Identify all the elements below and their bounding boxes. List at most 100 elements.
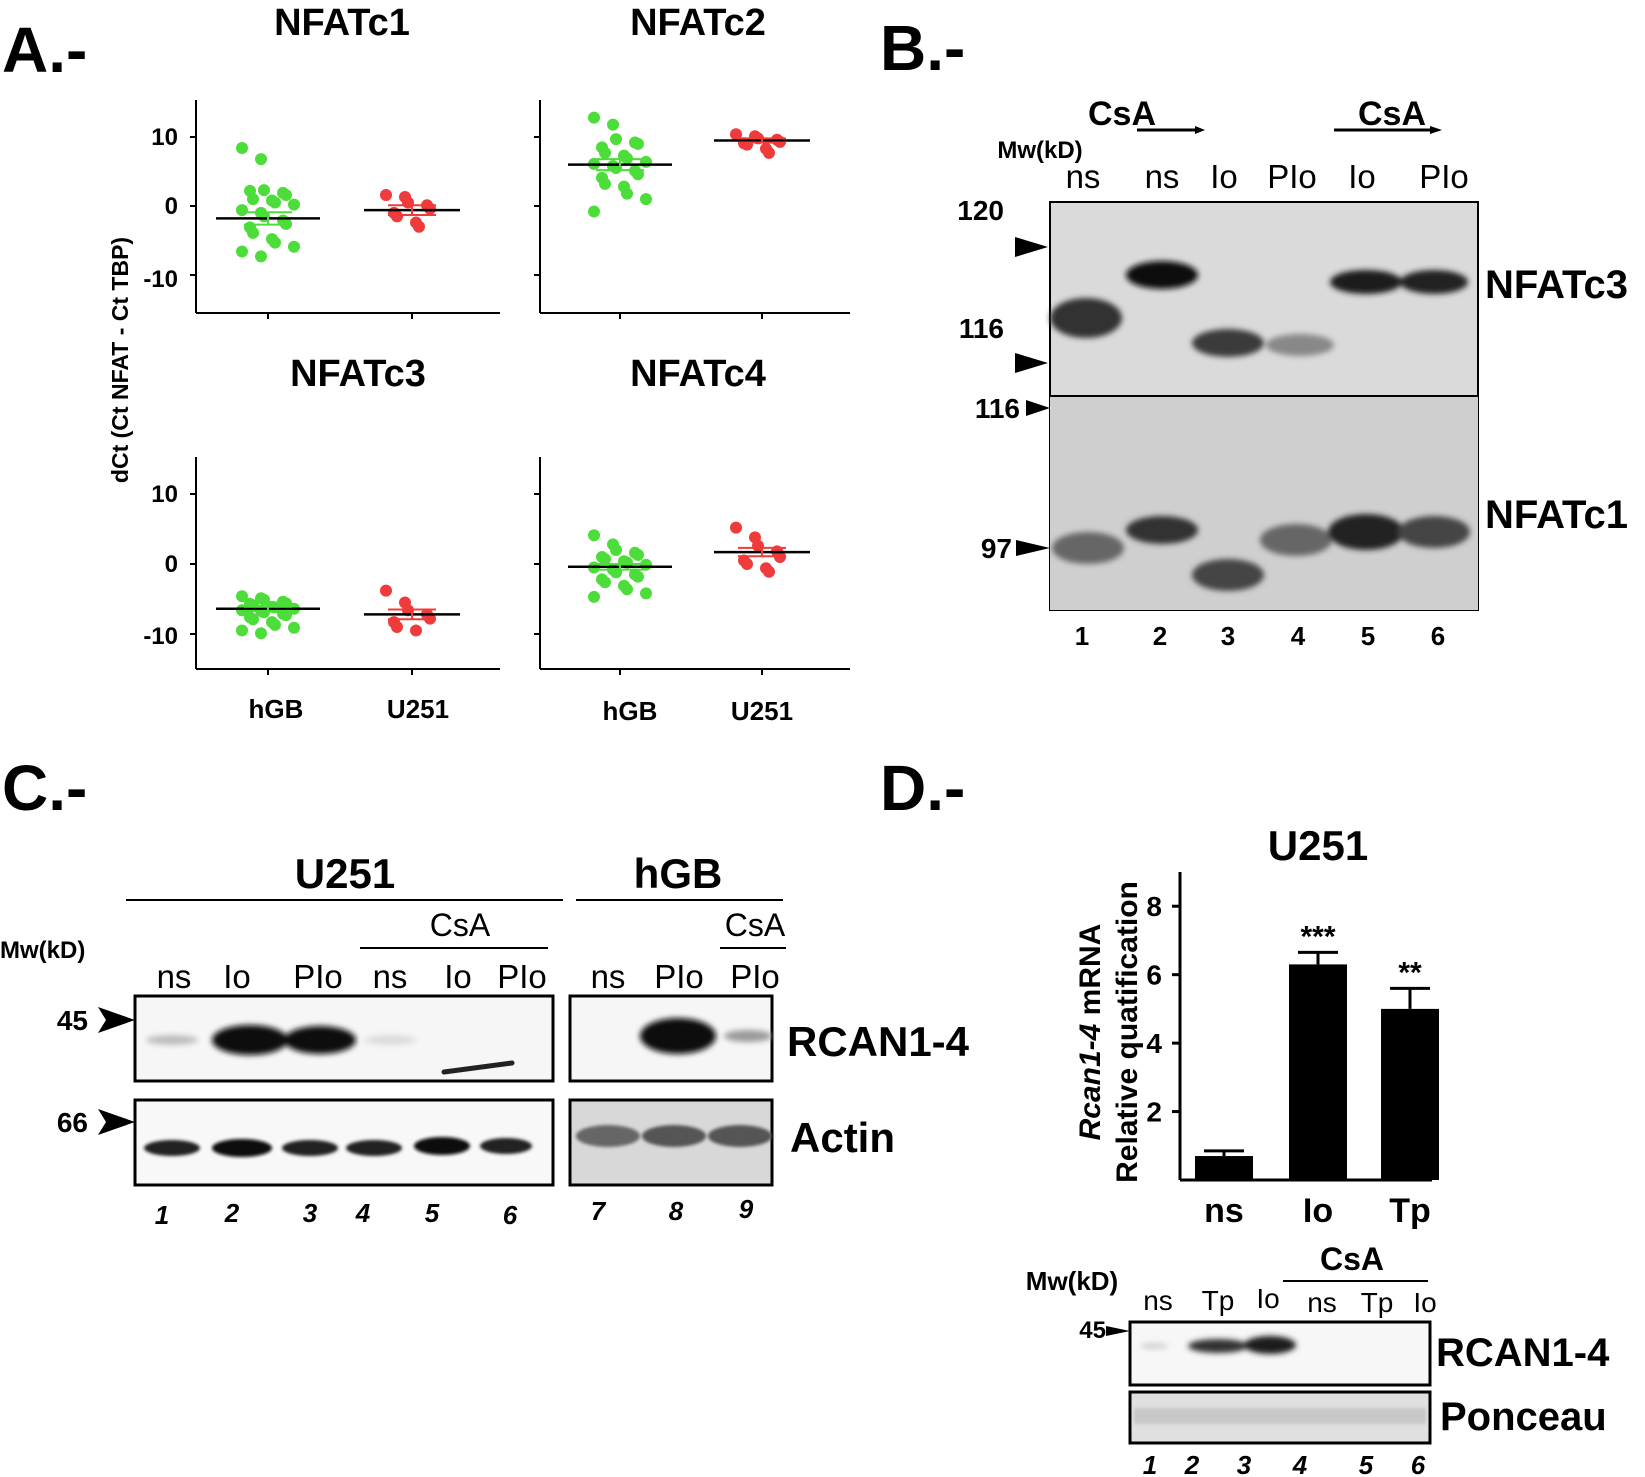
chart-ylabel: Rcan1-4 mRNA	[1074, 924, 1107, 1141]
csa-label: CsA	[1358, 95, 1426, 133]
bar	[1195, 1156, 1253, 1180]
lane-number: 3	[1221, 621, 1235, 651]
band	[282, 1140, 338, 1156]
data-point	[255, 627, 267, 640]
lane-number: 1	[155, 1200, 169, 1230]
group-title-hgb: hGB	[634, 850, 723, 897]
artifact-streak	[441, 1060, 515, 1075]
group-label: hGB	[603, 696, 658, 726]
band	[1140, 1343, 1168, 1349]
panel-a-plots: NFATc1 10 0 -10 NFATc2 NFATc3 10 0 -10 h…	[143, 2, 850, 726]
data-point	[588, 590, 600, 603]
data-point	[730, 521, 742, 534]
band	[1052, 532, 1124, 564]
band	[724, 1030, 772, 1042]
data-point	[236, 245, 248, 258]
rcan-bands-d	[1140, 1336, 1296, 1354]
band	[708, 1125, 772, 1147]
bar	[1289, 964, 1347, 1180]
lane-number: 6	[1411, 1450, 1426, 1477]
data-point	[610, 544, 622, 556]
band	[284, 1026, 356, 1054]
mw-label: Mw(kD)	[1026, 1266, 1118, 1296]
protein-label: NFATc1	[1485, 493, 1628, 537]
band	[212, 1025, 288, 1055]
category-label: Io	[1303, 1192, 1333, 1230]
lane-label: Tp	[1202, 1285, 1235, 1316]
data-point	[258, 593, 270, 606]
data-point	[640, 193, 652, 206]
ylabel-italic: Rcan1-4	[1074, 1023, 1107, 1140]
arrow-icon	[1015, 353, 1048, 373]
lane-number: 4	[1291, 621, 1306, 651]
data-point	[391, 621, 403, 633]
data-point	[255, 250, 267, 263]
band	[364, 1035, 416, 1045]
lane-label: Io	[1348, 158, 1376, 195]
category-label: ns	[1204, 1192, 1244, 1230]
chart-title: U251	[1268, 822, 1368, 869]
csa-label: CsA	[725, 907, 786, 943]
data-point	[588, 529, 600, 542]
data-point	[247, 613, 259, 626]
band	[146, 1035, 198, 1045]
arrow-icon	[1106, 1326, 1130, 1336]
panel-a: A.- dCt (Ct NFAT - Ct TBP) NFATc1 10 0 -…	[2, 2, 850, 726]
mw-marker: 45	[57, 1005, 88, 1036]
mw-label: Mw(kD)	[997, 137, 1082, 164]
band	[346, 1140, 402, 1156]
panel-d: D.- U251 Rcan1-4 mRNA Relative quatifica…	[880, 752, 1610, 1477]
ylabel-rest: mRNA	[1074, 924, 1107, 1024]
data-point	[599, 553, 611, 566]
arrow-icon	[1015, 237, 1048, 257]
plot-title-nfatc3: NFATc3	[290, 353, 426, 395]
csa-label: CsA	[1320, 1241, 1384, 1277]
mw-marker: 120	[957, 195, 1004, 226]
lane-label: Io	[1210, 158, 1238, 195]
mw-marker: 45	[1079, 1317, 1106, 1344]
panel-a-label: A.-	[2, 14, 87, 86]
mw-marker: 116	[975, 393, 1020, 424]
scatter-nfatc2	[534, 111, 810, 319]
band	[1192, 329, 1264, 357]
band	[1244, 1336, 1296, 1354]
mw-marker: 66	[57, 1107, 88, 1138]
data-point	[632, 168, 644, 181]
plot-nfatc2: NFATc2	[539, 2, 850, 314]
data-point	[236, 142, 248, 155]
band	[640, 1018, 716, 1054]
band	[414, 1137, 470, 1155]
arrow-icon	[1026, 400, 1050, 416]
band	[1260, 524, 1332, 556]
data-point	[280, 609, 292, 622]
plot-nfatc4: NFATc4 hGB U251	[539, 353, 850, 726]
lane-label: Io	[1256, 1283, 1279, 1314]
band	[212, 1139, 272, 1157]
ytick-label: 6	[1146, 960, 1162, 991]
band	[144, 1140, 200, 1156]
data-point	[607, 118, 619, 131]
band	[642, 1125, 706, 1147]
lane-label: ns	[157, 958, 192, 995]
data-point	[288, 198, 300, 211]
data-point	[621, 187, 633, 200]
arrow-icon	[98, 1109, 135, 1135]
data-point	[258, 184, 270, 197]
lane-label: ns	[591, 958, 626, 995]
category-label: Tp	[1389, 1192, 1431, 1230]
data-point	[269, 196, 281, 209]
ytick-label: 8	[1146, 891, 1162, 922]
lane-number: 8	[669, 1196, 684, 1226]
plot-nfatc1: NFATc1 10 0 -10	[143, 2, 500, 314]
lane-label: PIo	[730, 958, 780, 995]
mw-label: Mw(kD)	[0, 937, 85, 964]
band	[1126, 261, 1198, 289]
lane-label: ns	[1066, 158, 1101, 195]
data-point	[410, 624, 422, 637]
group-label: U251	[387, 694, 449, 724]
panel-c-label: C.-	[2, 752, 87, 824]
data-point	[588, 205, 600, 218]
arrow-icon	[98, 1007, 135, 1033]
bar	[1381, 1008, 1439, 1180]
data-point	[247, 193, 259, 206]
